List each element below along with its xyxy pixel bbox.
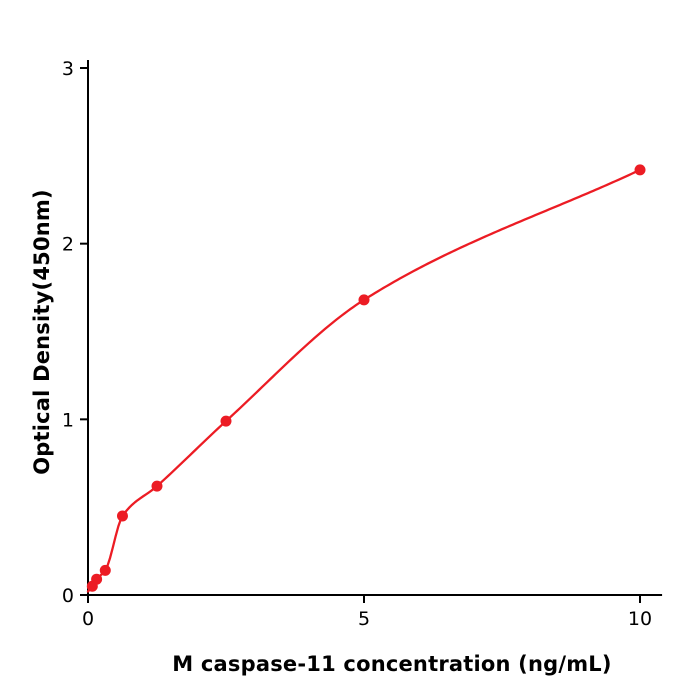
x-axis-label: M caspase-11 concentration (ng/mL) — [172, 652, 612, 676]
data-point — [220, 415, 232, 427]
y-tick-label: 3 — [62, 58, 74, 80]
data-point — [91, 573, 103, 585]
standard-curve-line — [86, 168, 642, 593]
data-point — [99, 564, 111, 576]
data-point — [358, 294, 370, 306]
x-tick-label: 5 — [358, 608, 370, 630]
y-tick-label: 2 — [62, 234, 74, 256]
y-tick-label: 0 — [62, 585, 74, 607]
data-point — [634, 164, 646, 176]
x-tick-label: 10 — [628, 608, 652, 630]
data-point — [117, 510, 128, 522]
y-tick-label: 1 — [62, 409, 74, 431]
x-tick-label: 0 — [82, 608, 94, 630]
y-axis-label: Optical Density(450nm) — [30, 189, 54, 475]
data-point — [151, 480, 163, 492]
